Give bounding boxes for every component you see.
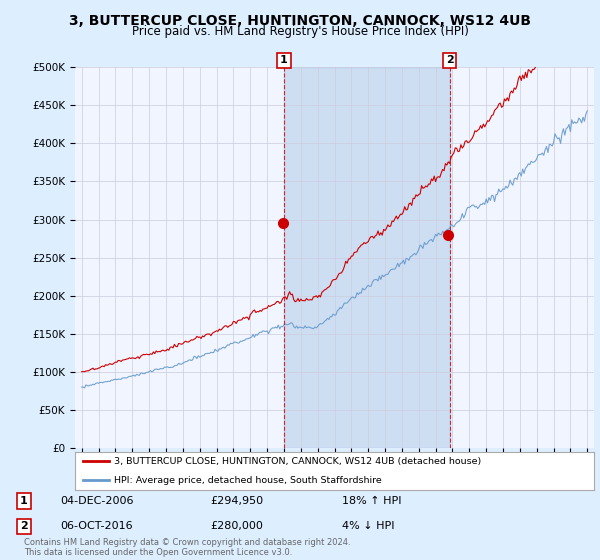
Text: 1: 1: [20, 496, 28, 506]
Text: 06-OCT-2016: 06-OCT-2016: [60, 521, 133, 531]
Bar: [284, 67, 449, 448]
Text: 04-DEC-2006: 04-DEC-2006: [60, 496, 133, 506]
Text: 2: 2: [20, 521, 28, 531]
Text: 3, BUTTERCUP CLOSE, HUNTINGTON, CANNOCK, WS12 4UB (detached house): 3, BUTTERCUP CLOSE, HUNTINGTON, CANNOCK,…: [114, 457, 481, 466]
Text: 18% ↑ HPI: 18% ↑ HPI: [342, 496, 401, 506]
Text: 2: 2: [446, 55, 454, 66]
Text: HPI: Average price, detached house, South Staffordshire: HPI: Average price, detached house, Sout…: [114, 476, 382, 485]
Text: Contains HM Land Registry data © Crown copyright and database right 2024.
This d: Contains HM Land Registry data © Crown c…: [24, 538, 350, 557]
Text: 3, BUTTERCUP CLOSE, HUNTINGTON, CANNOCK, WS12 4UB: 3, BUTTERCUP CLOSE, HUNTINGTON, CANNOCK,…: [69, 14, 531, 28]
Text: 4% ↓ HPI: 4% ↓ HPI: [342, 521, 395, 531]
Text: 1: 1: [280, 55, 288, 66]
Text: Price paid vs. HM Land Registry's House Price Index (HPI): Price paid vs. HM Land Registry's House …: [131, 25, 469, 38]
Text: £280,000: £280,000: [210, 521, 263, 531]
Text: £294,950: £294,950: [210, 496, 263, 506]
